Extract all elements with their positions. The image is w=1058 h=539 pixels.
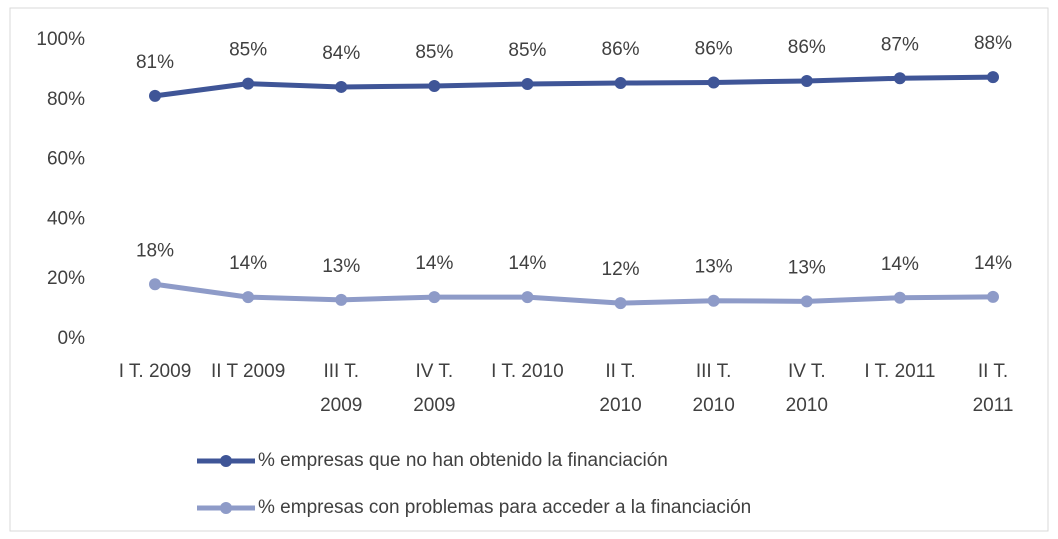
data-label: 14% [415,253,453,274]
legend-label: % empresas que no han obtenido la financ… [258,450,668,471]
data-point [987,71,999,84]
data-label: 12% [602,259,640,280]
data-point [242,77,255,90]
data-label: 88% [974,33,1012,54]
data-label: 85% [415,42,453,63]
x-tick-label: II T. 2010 [599,361,641,416]
y-tick-label: 100% [36,29,85,50]
data-label: 86% [695,38,733,59]
x-tick-label: III T. 2010 [693,361,735,416]
data-label: 13% [695,257,733,278]
x-tick-label: I T. 2009 [119,361,192,382]
data-point [335,293,348,306]
data-point [800,295,813,308]
y-tick-label: 20% [47,268,85,289]
data-point [800,74,813,87]
data-label: 84% [322,43,360,64]
data-label: 81% [136,52,174,73]
data-point [428,291,441,304]
chart-border [9,7,1049,532]
y-tick-label: 80% [47,89,85,110]
y-tick-label: 40% [47,208,85,229]
data-label: 14% [229,253,267,274]
data-label: 18% [136,240,174,261]
data-label: 87% [881,34,919,55]
data-point [428,80,441,93]
data-label: 14% [974,253,1012,274]
data-point [521,291,534,304]
data-point [335,80,348,93]
x-tick-label: II T. 2011 [973,361,1014,416]
legend-label: % empresas con problemas para acceder a … [258,497,751,518]
data-label: 13% [788,257,826,278]
data-point [242,291,255,304]
data-label: 86% [602,39,640,60]
data-label: 86% [788,37,826,58]
data-point [614,77,627,90]
x-tick-label: IV T. 2010 [786,361,828,416]
x-tick-label: IV T. 2009 [413,361,455,416]
series-line [154,281,994,306]
x-tick-label: I T. 2010 [491,361,564,382]
data-point [987,290,999,303]
series-line [154,74,994,99]
data-point [893,291,906,304]
x-tick-label: III T. 2009 [320,361,362,416]
legend-marker [220,502,232,514]
data-label: 85% [508,40,546,61]
data-label: 13% [322,256,360,277]
data-point [614,297,627,310]
data-point [149,278,161,291]
data-label: 85% [229,40,267,61]
legend-marker [220,455,232,467]
y-tick-label: 60% [47,149,85,170]
data-point [149,89,161,102]
x-tick-label: I T. 2011 [864,361,935,382]
data-point [707,76,720,89]
data-point [707,294,720,307]
data-label: 14% [881,254,919,275]
y-tick-label: 0% [58,328,86,349]
data-point [521,77,534,90]
x-tick-label: II T 2009 [211,361,285,382]
data-label: 14% [508,253,546,274]
data-point [893,72,906,85]
